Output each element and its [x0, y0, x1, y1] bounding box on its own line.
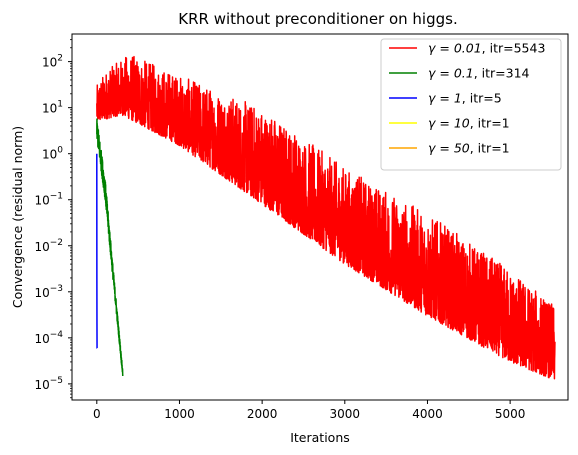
- legend-frame: [380, 38, 562, 171]
- legend-entry: γ = 1, itr=5: [428, 91, 502, 106]
- y-tick-base: 10: [42, 56, 57, 70]
- legend-entry: γ = 50, itr=1: [428, 141, 510, 156]
- series-line-1: [96, 55, 556, 380]
- y-tick-base: 10: [42, 148, 57, 162]
- y-tick-exponent: −4: [50, 330, 64, 340]
- legend-itr: , itr=1: [470, 116, 510, 131]
- y-tick-base: 10: [42, 102, 57, 116]
- legend-gamma: γ = 0.1: [428, 66, 474, 81]
- y-tick-exponent: −3: [50, 284, 63, 294]
- y-tick-label: 100: [42, 146, 63, 162]
- plot-area: [96, 55, 556, 380]
- y-tick-label: 10−1: [34, 192, 63, 208]
- y-tick-label: 10−2: [34, 238, 63, 254]
- y-tick-exponent: −1: [50, 192, 63, 202]
- x-axis: 0 1000 2000 3000 4000 5000: [93, 400, 525, 421]
- legend-gamma: γ = 50: [428, 141, 470, 156]
- y-tick-exponent: −5: [50, 376, 63, 386]
- x-tick-label: 3000: [330, 407, 361, 421]
- legend-entry: γ = 0.01, itr=5543: [428, 41, 545, 56]
- legend-entry: γ = 10, itr=1: [428, 116, 510, 131]
- legend-gamma: γ = 0.01: [428, 41, 482, 56]
- y-tick-label: 10−5: [34, 376, 63, 392]
- y-tick-label: 10−4: [34, 330, 63, 346]
- legend-itr: , itr=314: [474, 66, 530, 81]
- legend-gamma: γ = 10: [428, 116, 470, 131]
- y-tick-base: 10: [34, 378, 49, 392]
- y-tick-base: 10: [34, 332, 49, 346]
- legend: γ = 0.01, itr=5543 γ = 0.1, itr=314 γ = 1,…: [380, 38, 562, 171]
- legend-itr: , itr=1: [470, 141, 510, 156]
- y-tick-base: 10: [34, 286, 49, 300]
- series-line-2: [96, 118, 124, 377]
- y-axis-label: Convergence (residual norm): [10, 126, 25, 308]
- y-tick-exponent: 1: [57, 100, 63, 110]
- y-tick-label: 101: [42, 100, 63, 116]
- x-tick-label: 4000: [412, 407, 443, 421]
- x-tick-label: 5000: [495, 407, 526, 421]
- legend-itr: , itr=5: [462, 91, 502, 106]
- y-tick-base: 10: [34, 240, 49, 254]
- y-tick-base: 10: [34, 194, 49, 208]
- legend-gamma: γ = 1: [428, 91, 462, 106]
- axes-frame: [71, 33, 569, 401]
- chart-title: KRR without preconditioner on higgs.: [178, 10, 457, 28]
- y-tick-exponent: 0: [57, 146, 63, 156]
- x-tick-label: 0: [93, 407, 101, 421]
- x-tick-label: 1000: [164, 407, 195, 421]
- x-axis-label: Iterations: [290, 430, 350, 445]
- y-tick-exponent: 2: [57, 54, 63, 64]
- legend-itr: , itr=5543: [482, 41, 546, 56]
- x-tick-label: 2000: [247, 407, 278, 421]
- y-tick-label: 102: [42, 54, 63, 70]
- y-tick-exponent: −2: [50, 238, 63, 248]
- legend-entry: γ = 0.1, itr=314: [428, 66, 530, 81]
- y-tick-label: 10−3: [34, 284, 63, 300]
